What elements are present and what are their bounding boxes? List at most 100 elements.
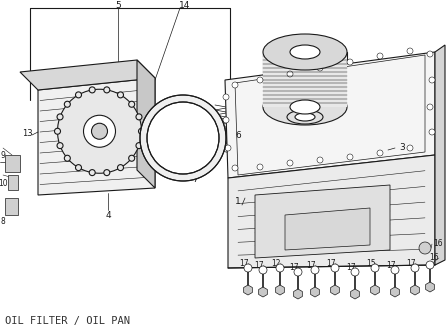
Polygon shape: [244, 285, 252, 295]
Circle shape: [91, 123, 107, 139]
Ellipse shape: [263, 34, 347, 70]
Circle shape: [104, 170, 110, 176]
Polygon shape: [391, 287, 399, 297]
Circle shape: [136, 114, 142, 120]
Text: OIL FILTER / OIL PAN: OIL FILTER / OIL PAN: [5, 316, 130, 326]
Circle shape: [104, 87, 110, 93]
Circle shape: [129, 155, 135, 161]
Polygon shape: [435, 45, 445, 265]
Circle shape: [294, 268, 302, 276]
Circle shape: [129, 101, 135, 107]
Circle shape: [427, 51, 433, 57]
Text: 1: 1: [235, 197, 241, 206]
Text: 17: 17: [406, 259, 416, 268]
Text: 4: 4: [105, 210, 111, 219]
Circle shape: [75, 165, 82, 171]
Circle shape: [419, 242, 431, 254]
Text: 16: 16: [429, 254, 439, 263]
Circle shape: [429, 77, 435, 83]
Polygon shape: [411, 285, 419, 295]
Text: 17: 17: [239, 259, 249, 268]
Circle shape: [426, 261, 434, 269]
Text: 8: 8: [0, 217, 5, 226]
Polygon shape: [311, 287, 319, 297]
Circle shape: [244, 264, 252, 272]
Polygon shape: [255, 185, 390, 258]
Circle shape: [347, 59, 353, 65]
Ellipse shape: [290, 45, 320, 59]
Text: 12: 12: [271, 259, 281, 268]
Circle shape: [64, 101, 70, 107]
Circle shape: [311, 266, 319, 274]
Circle shape: [407, 145, 413, 151]
Circle shape: [407, 48, 413, 54]
Circle shape: [54, 128, 61, 134]
Circle shape: [57, 143, 63, 149]
Circle shape: [427, 104, 433, 110]
Polygon shape: [20, 60, 155, 90]
Polygon shape: [371, 285, 380, 295]
Circle shape: [75, 92, 82, 98]
Circle shape: [371, 264, 379, 272]
Text: 17: 17: [346, 263, 356, 272]
Circle shape: [89, 170, 95, 176]
Circle shape: [347, 154, 353, 160]
Circle shape: [429, 129, 435, 135]
Polygon shape: [259, 287, 267, 297]
Circle shape: [331, 264, 339, 272]
Circle shape: [139, 128, 145, 134]
Circle shape: [64, 155, 70, 161]
Ellipse shape: [263, 89, 347, 125]
Text: 17: 17: [306, 261, 316, 270]
Circle shape: [58, 89, 141, 173]
Text: 15: 15: [366, 259, 376, 268]
Circle shape: [257, 164, 263, 170]
Circle shape: [225, 145, 231, 151]
Polygon shape: [276, 285, 285, 295]
Text: 17: 17: [386, 261, 396, 270]
Text: 10: 10: [0, 178, 8, 187]
Circle shape: [287, 71, 293, 77]
Circle shape: [391, 266, 399, 274]
Circle shape: [117, 165, 124, 171]
Circle shape: [317, 157, 323, 163]
Polygon shape: [137, 60, 155, 188]
Polygon shape: [263, 52, 347, 107]
Polygon shape: [8, 175, 18, 190]
Circle shape: [89, 87, 95, 93]
Ellipse shape: [295, 113, 315, 121]
Polygon shape: [425, 282, 434, 292]
Ellipse shape: [290, 100, 320, 114]
Text: 3: 3: [399, 143, 405, 152]
Text: 13: 13: [22, 129, 32, 138]
Text: 14: 14: [179, 1, 191, 10]
Circle shape: [232, 82, 238, 88]
Circle shape: [287, 160, 293, 166]
Circle shape: [317, 65, 323, 71]
Polygon shape: [5, 155, 20, 172]
Circle shape: [257, 77, 263, 83]
Text: 17: 17: [326, 259, 336, 268]
Circle shape: [83, 115, 116, 147]
Circle shape: [136, 143, 142, 149]
Text: 16: 16: [433, 239, 443, 248]
Circle shape: [223, 117, 229, 123]
Circle shape: [223, 94, 229, 100]
Circle shape: [57, 114, 63, 120]
Circle shape: [411, 264, 419, 272]
Text: 17: 17: [254, 261, 264, 270]
Polygon shape: [285, 208, 370, 250]
Circle shape: [276, 264, 284, 272]
Circle shape: [147, 102, 219, 174]
Circle shape: [259, 266, 267, 274]
Polygon shape: [38, 78, 155, 195]
Text: 17: 17: [289, 263, 299, 272]
Text: 5: 5: [115, 0, 121, 9]
Circle shape: [377, 150, 383, 156]
Polygon shape: [293, 289, 302, 299]
Circle shape: [377, 53, 383, 59]
Text: 6: 6: [235, 131, 241, 140]
Circle shape: [140, 95, 226, 181]
Polygon shape: [5, 198, 18, 215]
Circle shape: [351, 268, 359, 276]
